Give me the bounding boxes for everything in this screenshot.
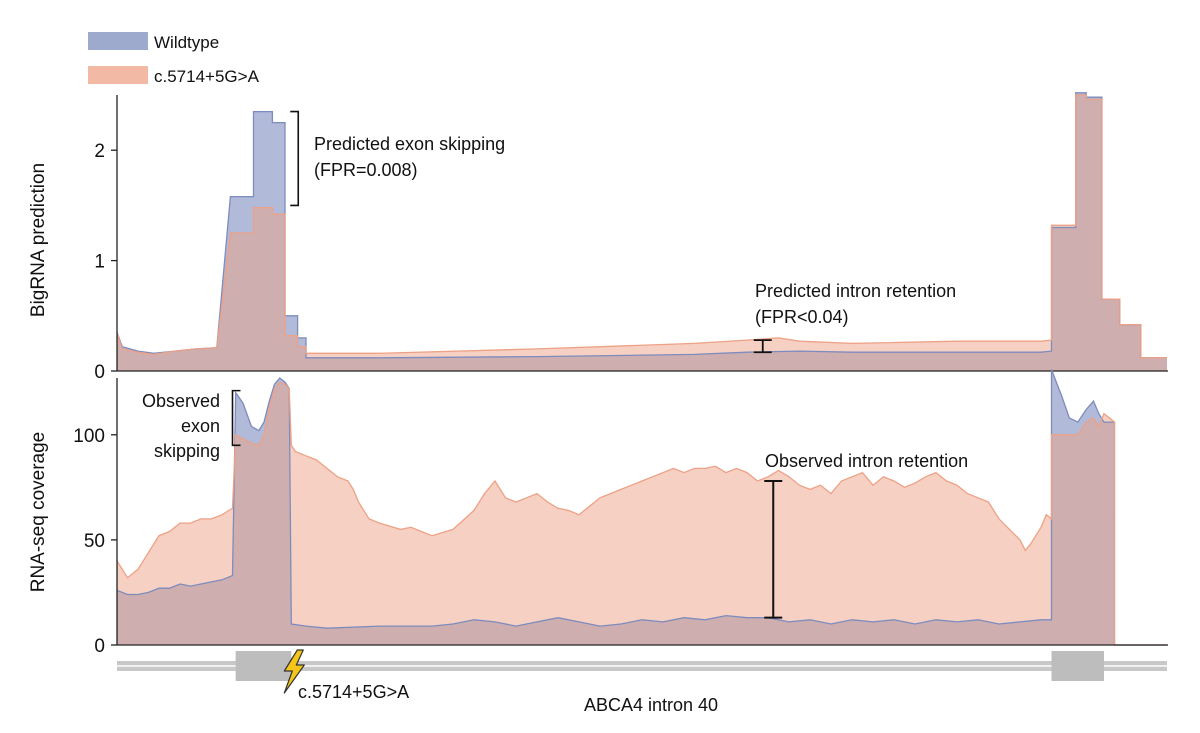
prediction-area-mutant bbox=[117, 95, 1167, 371]
y-tick-label: 0 bbox=[94, 636, 105, 657]
intron-line-highlight bbox=[117, 665, 1167, 667]
lightning-bolt-icon bbox=[283, 649, 305, 694]
prediction-panel: 0 1 2 BigRNA prediction Predicted exon ski… bbox=[28, 92, 1168, 383]
y-tick-label: 100 bbox=[73, 426, 105, 447]
y-tick-label: 50 bbox=[84, 531, 105, 552]
annotation-observed-exon-skipping: Observed exon skipping bbox=[142, 389, 241, 461]
legend: Wildtype c.5714+5G>A bbox=[88, 32, 260, 86]
predicted-exon-skipping-bracket bbox=[290, 110, 300, 207]
predicted-exon-skipping-fpr: (FPR=0.008) bbox=[314, 160, 418, 180]
coverage-y-ticks: 0 50 100 bbox=[73, 426, 117, 657]
annotation-predicted-intron-retention: Predicted intron retention (FPR<0.04) bbox=[753, 281, 956, 354]
exon-box-2 bbox=[1051, 651, 1104, 681]
coverage-y-label: RNA-seq coverage bbox=[28, 432, 49, 593]
observed-exon-skipping-line3: skipping bbox=[154, 441, 220, 461]
observed-intron-retention-label: Observed intron retention bbox=[765, 451, 968, 471]
exon-box-1 bbox=[235, 651, 292, 681]
exon-boxes bbox=[235, 651, 1104, 681]
legend-label-wildtype: Wildtype bbox=[154, 33, 219, 52]
legend-swatch-wildtype bbox=[88, 32, 148, 50]
prediction-line-mutant bbox=[116, 94, 1167, 359]
coverage-area-mutant bbox=[117, 382, 1167, 645]
variant-label: c.5714+5G>A bbox=[298, 682, 409, 702]
coverage-line-mutant bbox=[116, 381, 1167, 646]
coverage-panel: 0 50 100 RNA-seq coverage Observed exon sk… bbox=[28, 369, 1168, 657]
observed-exon-skipping-line1: Observed bbox=[142, 391, 220, 411]
legend-label-mutant: c.5714+5G>A bbox=[154, 67, 260, 86]
observed-intron-retention-errorbar bbox=[764, 480, 783, 619]
prediction-y-label: BigRNA prediction bbox=[28, 163, 49, 317]
y-tick-label: 0 bbox=[94, 362, 105, 383]
coverage-line-wildtype bbox=[116, 369, 1167, 646]
predicted-intron-retention-errorbar bbox=[753, 339, 772, 354]
prediction-y-ticks: 0 1 2 bbox=[94, 141, 117, 383]
gene-track-x-label: ABCA4 intron 40 bbox=[584, 695, 718, 715]
predicted-intron-retention-label: Predicted intron retention bbox=[755, 281, 956, 301]
y-tick-label: 2 bbox=[94, 141, 105, 162]
predicted-intron-retention-fpr: (FPR<0.04) bbox=[755, 307, 849, 327]
legend-entry-wildtype: Wildtype bbox=[88, 32, 219, 52]
gene-track: c.5714+5G>A ABCA4 intron 40 bbox=[117, 649, 1167, 715]
annotation-observed-intron-retention: Observed intron retention bbox=[764, 451, 968, 619]
observed-exon-skipping-bracket bbox=[231, 389, 241, 447]
legend-swatch-mutant bbox=[88, 66, 148, 84]
legend-entry-mutant: c.5714+5G>A bbox=[88, 66, 260, 86]
observed-exon-skipping-line2: exon bbox=[181, 416, 220, 436]
predicted-exon-skipping-label: Predicted exon skipping bbox=[314, 134, 505, 154]
prediction-line-wildtype bbox=[116, 92, 1167, 359]
y-tick-label: 1 bbox=[94, 252, 105, 273]
annotation-predicted-exon-skipping: Predicted exon skipping (FPR=0.008) bbox=[290, 110, 505, 207]
